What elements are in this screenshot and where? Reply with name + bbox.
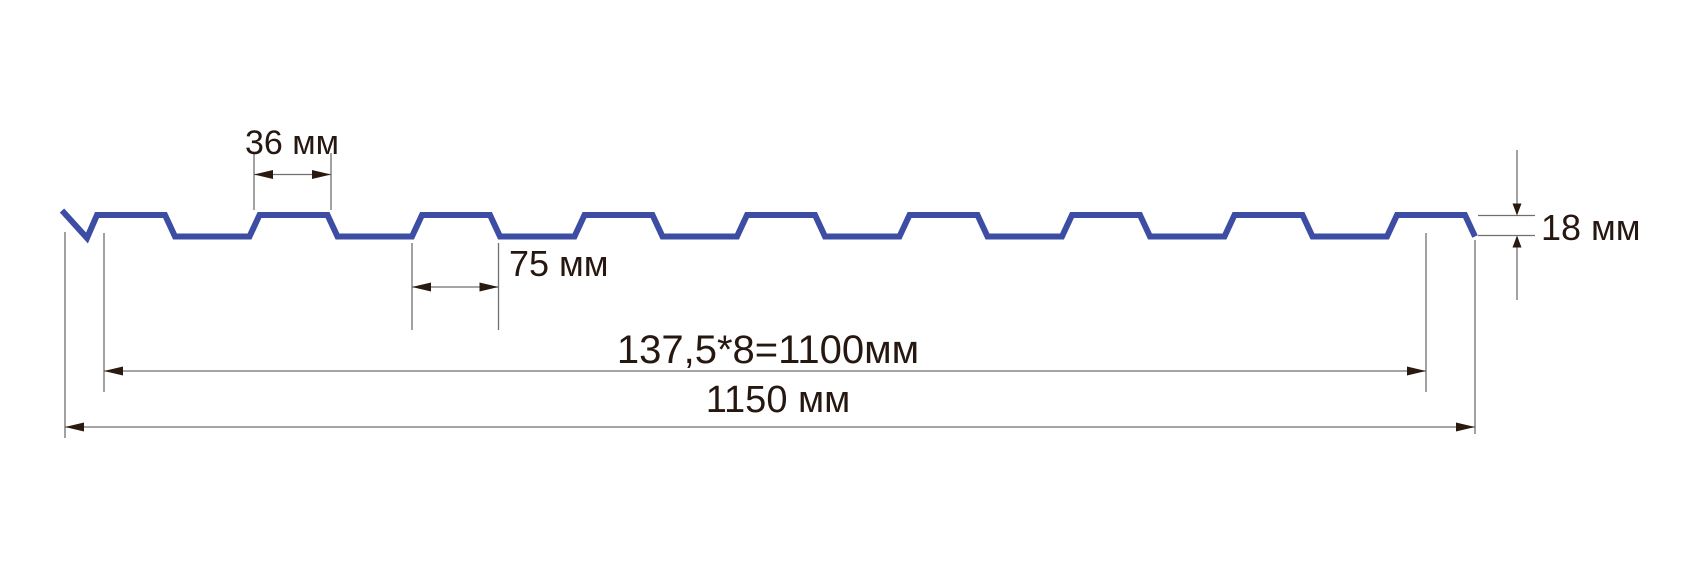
arrowhead-rib-base-right bbox=[479, 282, 499, 292]
arrowhead-rib-top-right bbox=[312, 170, 331, 179]
arrowhead-rib-top-left bbox=[254, 170, 273, 179]
arrowhead-working-left bbox=[104, 366, 123, 376]
dim-label-rib-top-width: 36 мм bbox=[244, 124, 340, 162]
arrowhead-height-bottom bbox=[1512, 235, 1522, 248]
dim-label-profile-height: 18 мм bbox=[1541, 207, 1641, 248]
dim-label-working-width: 137,5*8=1100мм bbox=[616, 328, 920, 372]
arrowhead-working-right bbox=[1407, 366, 1426, 376]
arrowhead-overall-right bbox=[1456, 422, 1475, 432]
arrowhead-rib-base-left bbox=[412, 282, 431, 292]
arrowhead-overall-left bbox=[65, 422, 84, 432]
dim-label-rib-base-width: 75 мм bbox=[509, 243, 609, 284]
dim-label-overall-width: 1150 мм bbox=[705, 379, 851, 421]
sheet-profile-path bbox=[59, 208, 1478, 244]
arrowhead-height-top bbox=[1512, 203, 1522, 216]
